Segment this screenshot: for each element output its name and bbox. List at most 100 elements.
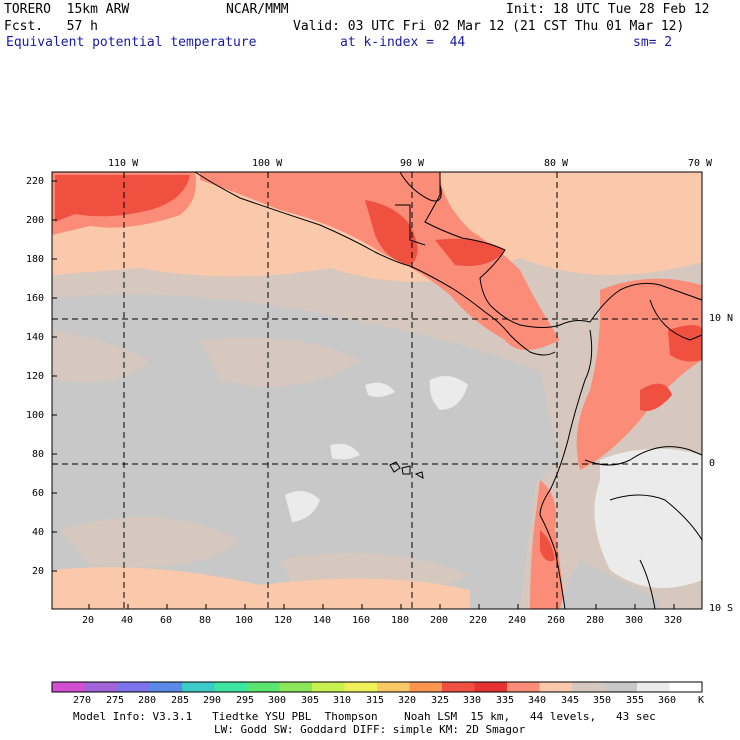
graticule: [52, 172, 702, 609]
hot-spot-peru: [540, 530, 555, 562]
colorbar-label: 305: [301, 695, 320, 706]
y-tick-label: 180: [26, 254, 45, 265]
coast-south-america-pacific: [539, 329, 593, 610]
map-frame: [51, 171, 703, 610]
border-bolivia: [639, 559, 656, 610]
x-tick-label: 200: [430, 615, 449, 626]
colorbar-label: 360: [658, 695, 677, 706]
colorbar-swatch: [279, 682, 313, 692]
colorbar-label: 320: [398, 695, 417, 706]
colorbar-label: 355: [626, 695, 645, 706]
x-tick-label: 140: [313, 615, 332, 626]
model-title: TORERO 15km ARW: [4, 2, 130, 17]
colorbar-label: 345: [561, 695, 580, 706]
init-time: Init: 18 UTC Tue 28 Feb 12: [506, 2, 710, 17]
colorbar-label: 290: [203, 695, 222, 706]
colorbar-swatch: [507, 682, 540, 692]
hot-spot-guatemala: [365, 200, 418, 265]
smoothing-label: sm= 2: [633, 35, 673, 50]
amazon-grey-region: [560, 560, 660, 609]
colorbar-label: 325: [431, 695, 450, 706]
lon-label-100w: 100 W: [252, 158, 283, 169]
colorbar-swatch: [637, 682, 670, 692]
x-tick-marks: [88, 604, 675, 609]
colorbar-label: 270: [73, 695, 92, 706]
organization-label: NCAR/MMM: [226, 2, 289, 17]
colorbar-swatch: [572, 682, 605, 692]
valid-time: Valid: 03 UTC Fri 02 Mar 12 (21 CST Thu …: [293, 19, 685, 34]
colorbar-swatch: [182, 682, 215, 692]
y-tick-label: 40: [32, 527, 45, 538]
border-peru-brazil: [609, 494, 703, 541]
lat-label-0: 0: [709, 458, 716, 469]
colorbar-unit: K: [698, 695, 705, 706]
colorbar-swatch: [474, 682, 508, 692]
colorbar-swatch: [214, 682, 248, 692]
colorbar-label: 285: [171, 695, 190, 706]
y-tick-label: 120: [26, 371, 45, 382]
hot-core-northwest: [55, 175, 190, 222]
x-tick-label: 80: [199, 615, 212, 626]
colorbar-swatch: [344, 682, 378, 692]
x-tick-label: 160: [352, 615, 371, 626]
x-tick-label: 120: [274, 615, 293, 626]
border-venezuela: [649, 299, 703, 341]
field-name: Equivalent potential temperature: [6, 35, 257, 50]
hot-spot-honduras: [435, 238, 505, 266]
lon-label-80w: 80 W: [544, 158, 569, 169]
lon-label-70w: 70 W: [688, 158, 713, 169]
galapagos-islands: [389, 461, 424, 479]
white-blob-2: [429, 376, 468, 410]
hot-spot-andes: [640, 383, 672, 411]
coast-central-america-pacific: [409, 265, 556, 356]
colorbar-label: 300: [268, 695, 287, 706]
colorbar-swatch: [117, 682, 150, 692]
colorbar-label: 330: [463, 695, 482, 706]
x-tick-label: 300: [625, 615, 644, 626]
tan-patch-central: [200, 337, 360, 387]
x-tick-label: 60: [160, 615, 173, 626]
coast-yucatan: [399, 171, 442, 202]
model-info-line1: Model Info: V3.3.1 Tiedtke YSU PBL Thomp…: [73, 710, 656, 723]
colorbar-swatches: [51, 681, 703, 693]
model-info-line2: LW: Godd SW: Goddard DIFF: simple KM: 2D…: [214, 723, 526, 736]
warm-land-colombia: [576, 278, 702, 470]
x-tick-label: 20: [82, 615, 95, 626]
colorbar-label: 350: [593, 695, 612, 706]
lon-label-90w: 90 W: [400, 158, 425, 169]
y-tick-label: 20: [32, 566, 45, 577]
level-label: at k-index = 44: [340, 35, 466, 50]
colorbar-label: 295: [236, 695, 255, 706]
x-tick-label: 280: [586, 615, 605, 626]
colorbar-swatch: [409, 682, 443, 692]
colorbar-label: 335: [496, 695, 515, 706]
y-tick-label: 200: [26, 215, 45, 226]
y-tick-label: 80: [32, 449, 45, 460]
colorbar-label: 275: [106, 695, 125, 706]
colorbar-swatch: [149, 682, 183, 692]
colorbar-swatch: [669, 682, 703, 692]
white-blob-1: [365, 382, 395, 397]
x-tick-label: 180: [391, 615, 410, 626]
colorbar-label: 315: [366, 695, 385, 706]
y-tick-label: 220: [26, 176, 45, 187]
coast-mexico-pacific: [194, 171, 411, 267]
coastlines: [194, 171, 703, 610]
colorbar-swatch: [52, 682, 85, 692]
colorbar-label: 280: [138, 695, 157, 706]
forecast-hour: Fcst. 57 h: [4, 19, 98, 34]
white-blob-4: [330, 443, 360, 460]
border-guatemala: [395, 204, 426, 246]
y-tick-label: 60: [32, 488, 45, 499]
y-tick-label: 140: [26, 332, 45, 343]
tan-patch-south: [60, 517, 240, 568]
lat-label-10s: 10 S: [709, 603, 734, 614]
y-tick-label: 100: [26, 410, 45, 421]
warm-land-central-america: [200, 172, 560, 350]
x-tick-label: 100: [235, 615, 254, 626]
colorbar-swatch: [539, 682, 573, 692]
colorbar-swatch: [247, 682, 280, 692]
y-tick-marks: [52, 180, 57, 572]
